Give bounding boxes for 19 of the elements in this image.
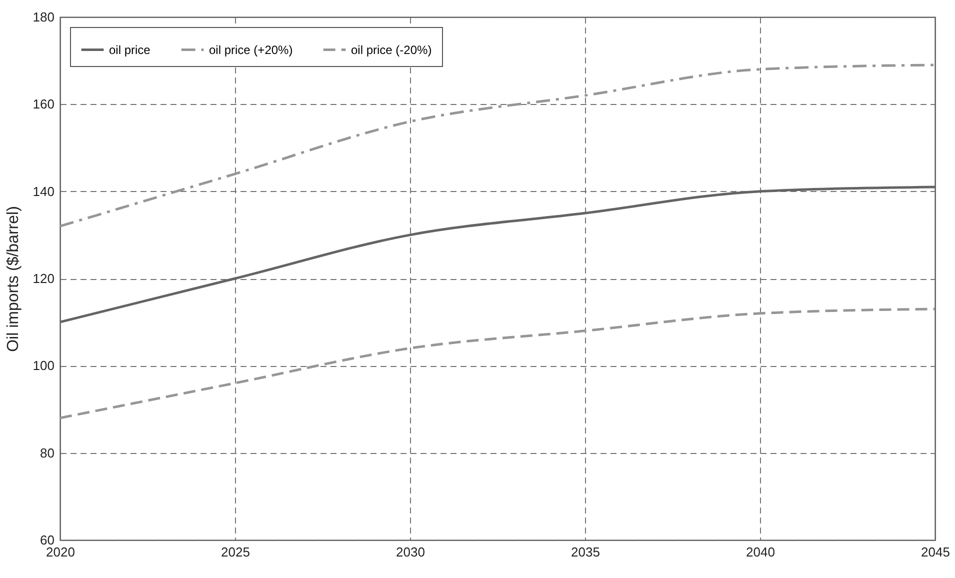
line-series (58, 64, 936, 228)
x-tick-label: 2020 (46, 544, 75, 560)
x-tick-label: 2035 (571, 544, 600, 560)
y-tick-label: 120 (32, 271, 54, 286)
y-tick-label: 140 (32, 184, 54, 199)
y-tick-label: 100 (32, 358, 54, 374)
line-series (58, 308, 936, 420)
x-tick-label: 2025 (221, 544, 250, 560)
x-tick-label: 2030 (396, 544, 425, 560)
y-tick-label: 60 (40, 532, 54, 548)
y-tick-label: 80 (40, 445, 54, 460)
y-tick-label: 180 (32, 10, 54, 24)
legend-label: oil price (+20%) (209, 42, 293, 57)
legend-label: oil price (109, 42, 151, 57)
x-tick-label: 2045 (921, 544, 950, 560)
y-axis-title: Oil imports ($/barrel) (4, 206, 22, 352)
x-tick-label: 2040 (746, 544, 775, 560)
legend-label: oil price (-20%) (351, 42, 432, 57)
y-tick-label: 160 (32, 96, 54, 112)
